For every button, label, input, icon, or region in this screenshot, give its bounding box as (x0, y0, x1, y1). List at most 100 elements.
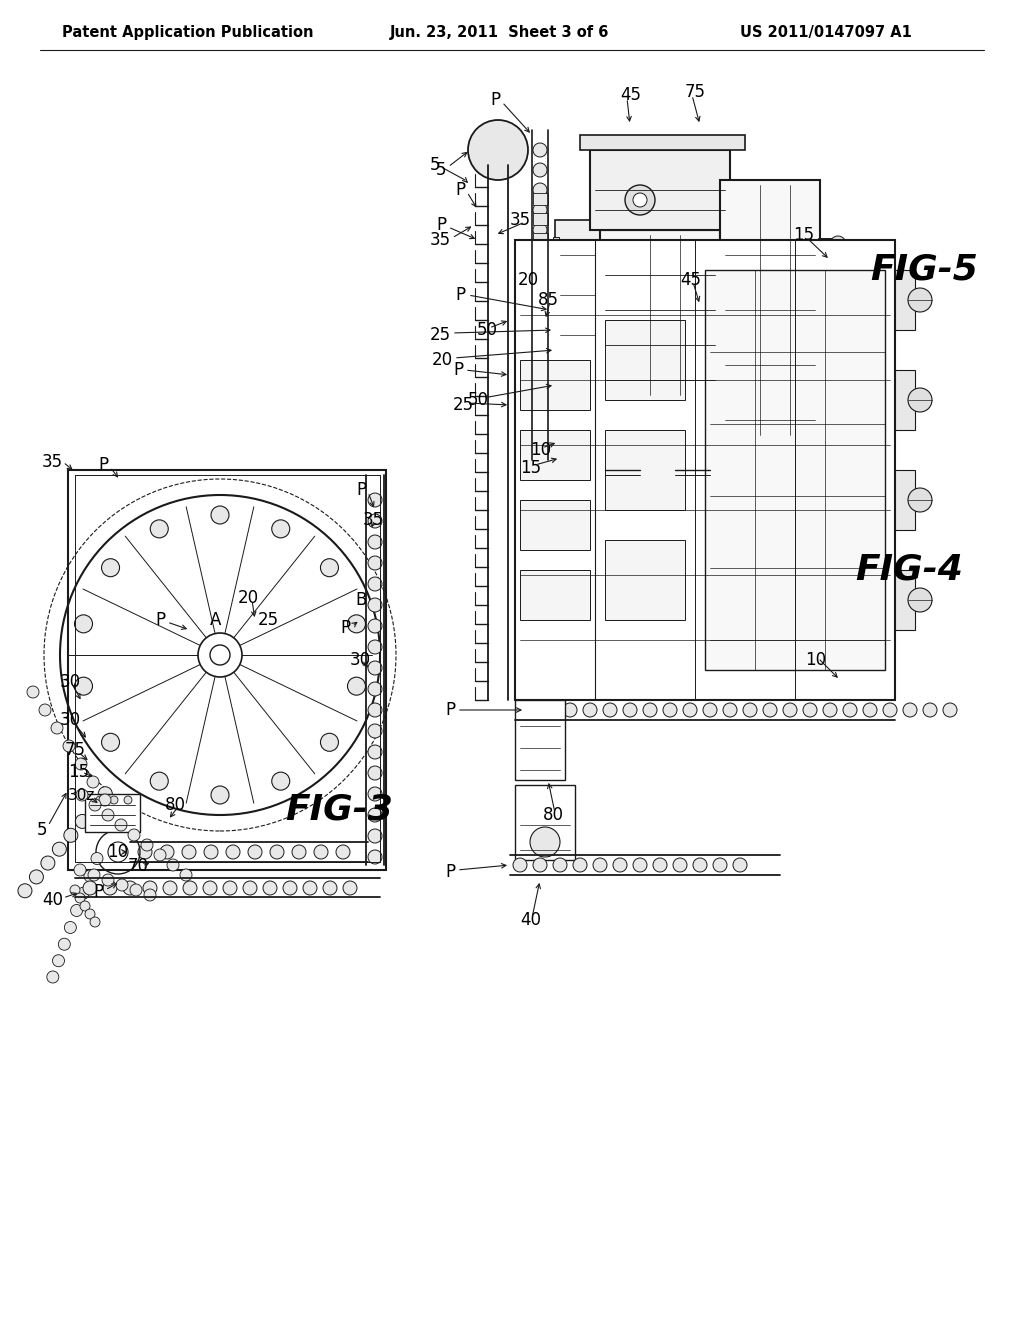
Circle shape (183, 880, 197, 895)
Circle shape (368, 766, 382, 780)
Circle shape (368, 598, 382, 612)
Text: 45: 45 (680, 271, 701, 289)
Text: 15: 15 (793, 226, 814, 244)
Circle shape (248, 845, 262, 859)
Text: 20: 20 (432, 351, 454, 370)
Circle shape (368, 640, 382, 653)
Circle shape (923, 704, 937, 717)
Circle shape (123, 880, 137, 895)
Circle shape (347, 677, 366, 696)
Circle shape (336, 845, 350, 859)
Circle shape (830, 236, 846, 252)
Circle shape (75, 894, 85, 903)
Circle shape (653, 858, 667, 873)
Circle shape (534, 143, 547, 157)
Circle shape (211, 785, 229, 804)
Circle shape (543, 704, 557, 717)
Circle shape (534, 403, 547, 417)
Bar (600, 230, 720, 400)
Circle shape (116, 879, 128, 891)
Circle shape (633, 193, 647, 207)
Circle shape (534, 263, 547, 277)
Circle shape (75, 615, 92, 632)
Circle shape (211, 506, 229, 524)
Text: 20: 20 (238, 589, 259, 607)
Circle shape (763, 704, 777, 717)
Circle shape (530, 828, 560, 857)
Text: P: P (340, 619, 350, 638)
Circle shape (368, 850, 382, 865)
Text: A: A (210, 611, 221, 630)
Circle shape (263, 880, 278, 895)
Bar (555, 220, 600, 350)
Circle shape (573, 858, 587, 873)
Text: 75: 75 (65, 741, 86, 759)
Circle shape (693, 858, 707, 873)
Circle shape (223, 880, 237, 895)
Circle shape (76, 789, 88, 801)
Circle shape (903, 704, 918, 717)
Circle shape (71, 904, 83, 916)
Circle shape (368, 513, 382, 528)
Circle shape (943, 704, 957, 717)
Circle shape (368, 661, 382, 675)
Circle shape (83, 880, 97, 895)
Circle shape (368, 808, 382, 822)
Text: P: P (445, 863, 455, 880)
Bar (605, 430, 685, 510)
Circle shape (63, 741, 75, 752)
Circle shape (51, 722, 63, 734)
Circle shape (47, 972, 58, 983)
Text: FIG-3: FIG-3 (285, 793, 393, 828)
Circle shape (77, 887, 89, 899)
Text: 5: 5 (436, 161, 446, 180)
Circle shape (368, 829, 382, 843)
Bar (680, 445, 700, 470)
Circle shape (583, 704, 597, 717)
Text: US 2011/0147097 A1: US 2011/0147097 A1 (740, 25, 912, 40)
Circle shape (523, 704, 537, 717)
Text: 35: 35 (430, 231, 452, 249)
Bar (818, 403, 843, 414)
Text: 80: 80 (165, 796, 186, 814)
Text: 25: 25 (430, 326, 452, 345)
Circle shape (180, 869, 193, 880)
Text: 45: 45 (620, 86, 641, 104)
Circle shape (625, 185, 655, 215)
Circle shape (603, 704, 617, 717)
Circle shape (908, 488, 932, 512)
Bar (605, 319, 685, 400)
Bar (895, 370, 915, 430)
Text: P: P (445, 701, 455, 719)
Circle shape (347, 615, 366, 632)
Circle shape (39, 704, 51, 715)
Circle shape (65, 921, 77, 933)
Circle shape (534, 422, 547, 437)
Bar (534, 293, 548, 305)
Bar (534, 333, 548, 345)
Circle shape (163, 880, 177, 895)
Text: P: P (436, 216, 446, 234)
Circle shape (723, 704, 737, 717)
Circle shape (87, 800, 100, 814)
Circle shape (863, 704, 877, 717)
Text: B: B (355, 591, 367, 609)
Bar (534, 234, 548, 246)
Circle shape (271, 520, 290, 537)
Text: 50: 50 (477, 321, 498, 339)
Bar (68, 470, 386, 870)
Circle shape (52, 954, 65, 966)
Circle shape (743, 704, 757, 717)
Circle shape (27, 686, 39, 698)
Circle shape (534, 203, 547, 216)
Circle shape (138, 845, 152, 859)
Bar (520, 500, 590, 550)
Circle shape (91, 853, 103, 865)
Circle shape (830, 290, 846, 308)
Bar (534, 253, 548, 265)
Circle shape (52, 842, 67, 857)
Circle shape (673, 858, 687, 873)
Text: 10: 10 (530, 441, 551, 459)
Circle shape (368, 682, 382, 696)
Circle shape (203, 880, 217, 895)
